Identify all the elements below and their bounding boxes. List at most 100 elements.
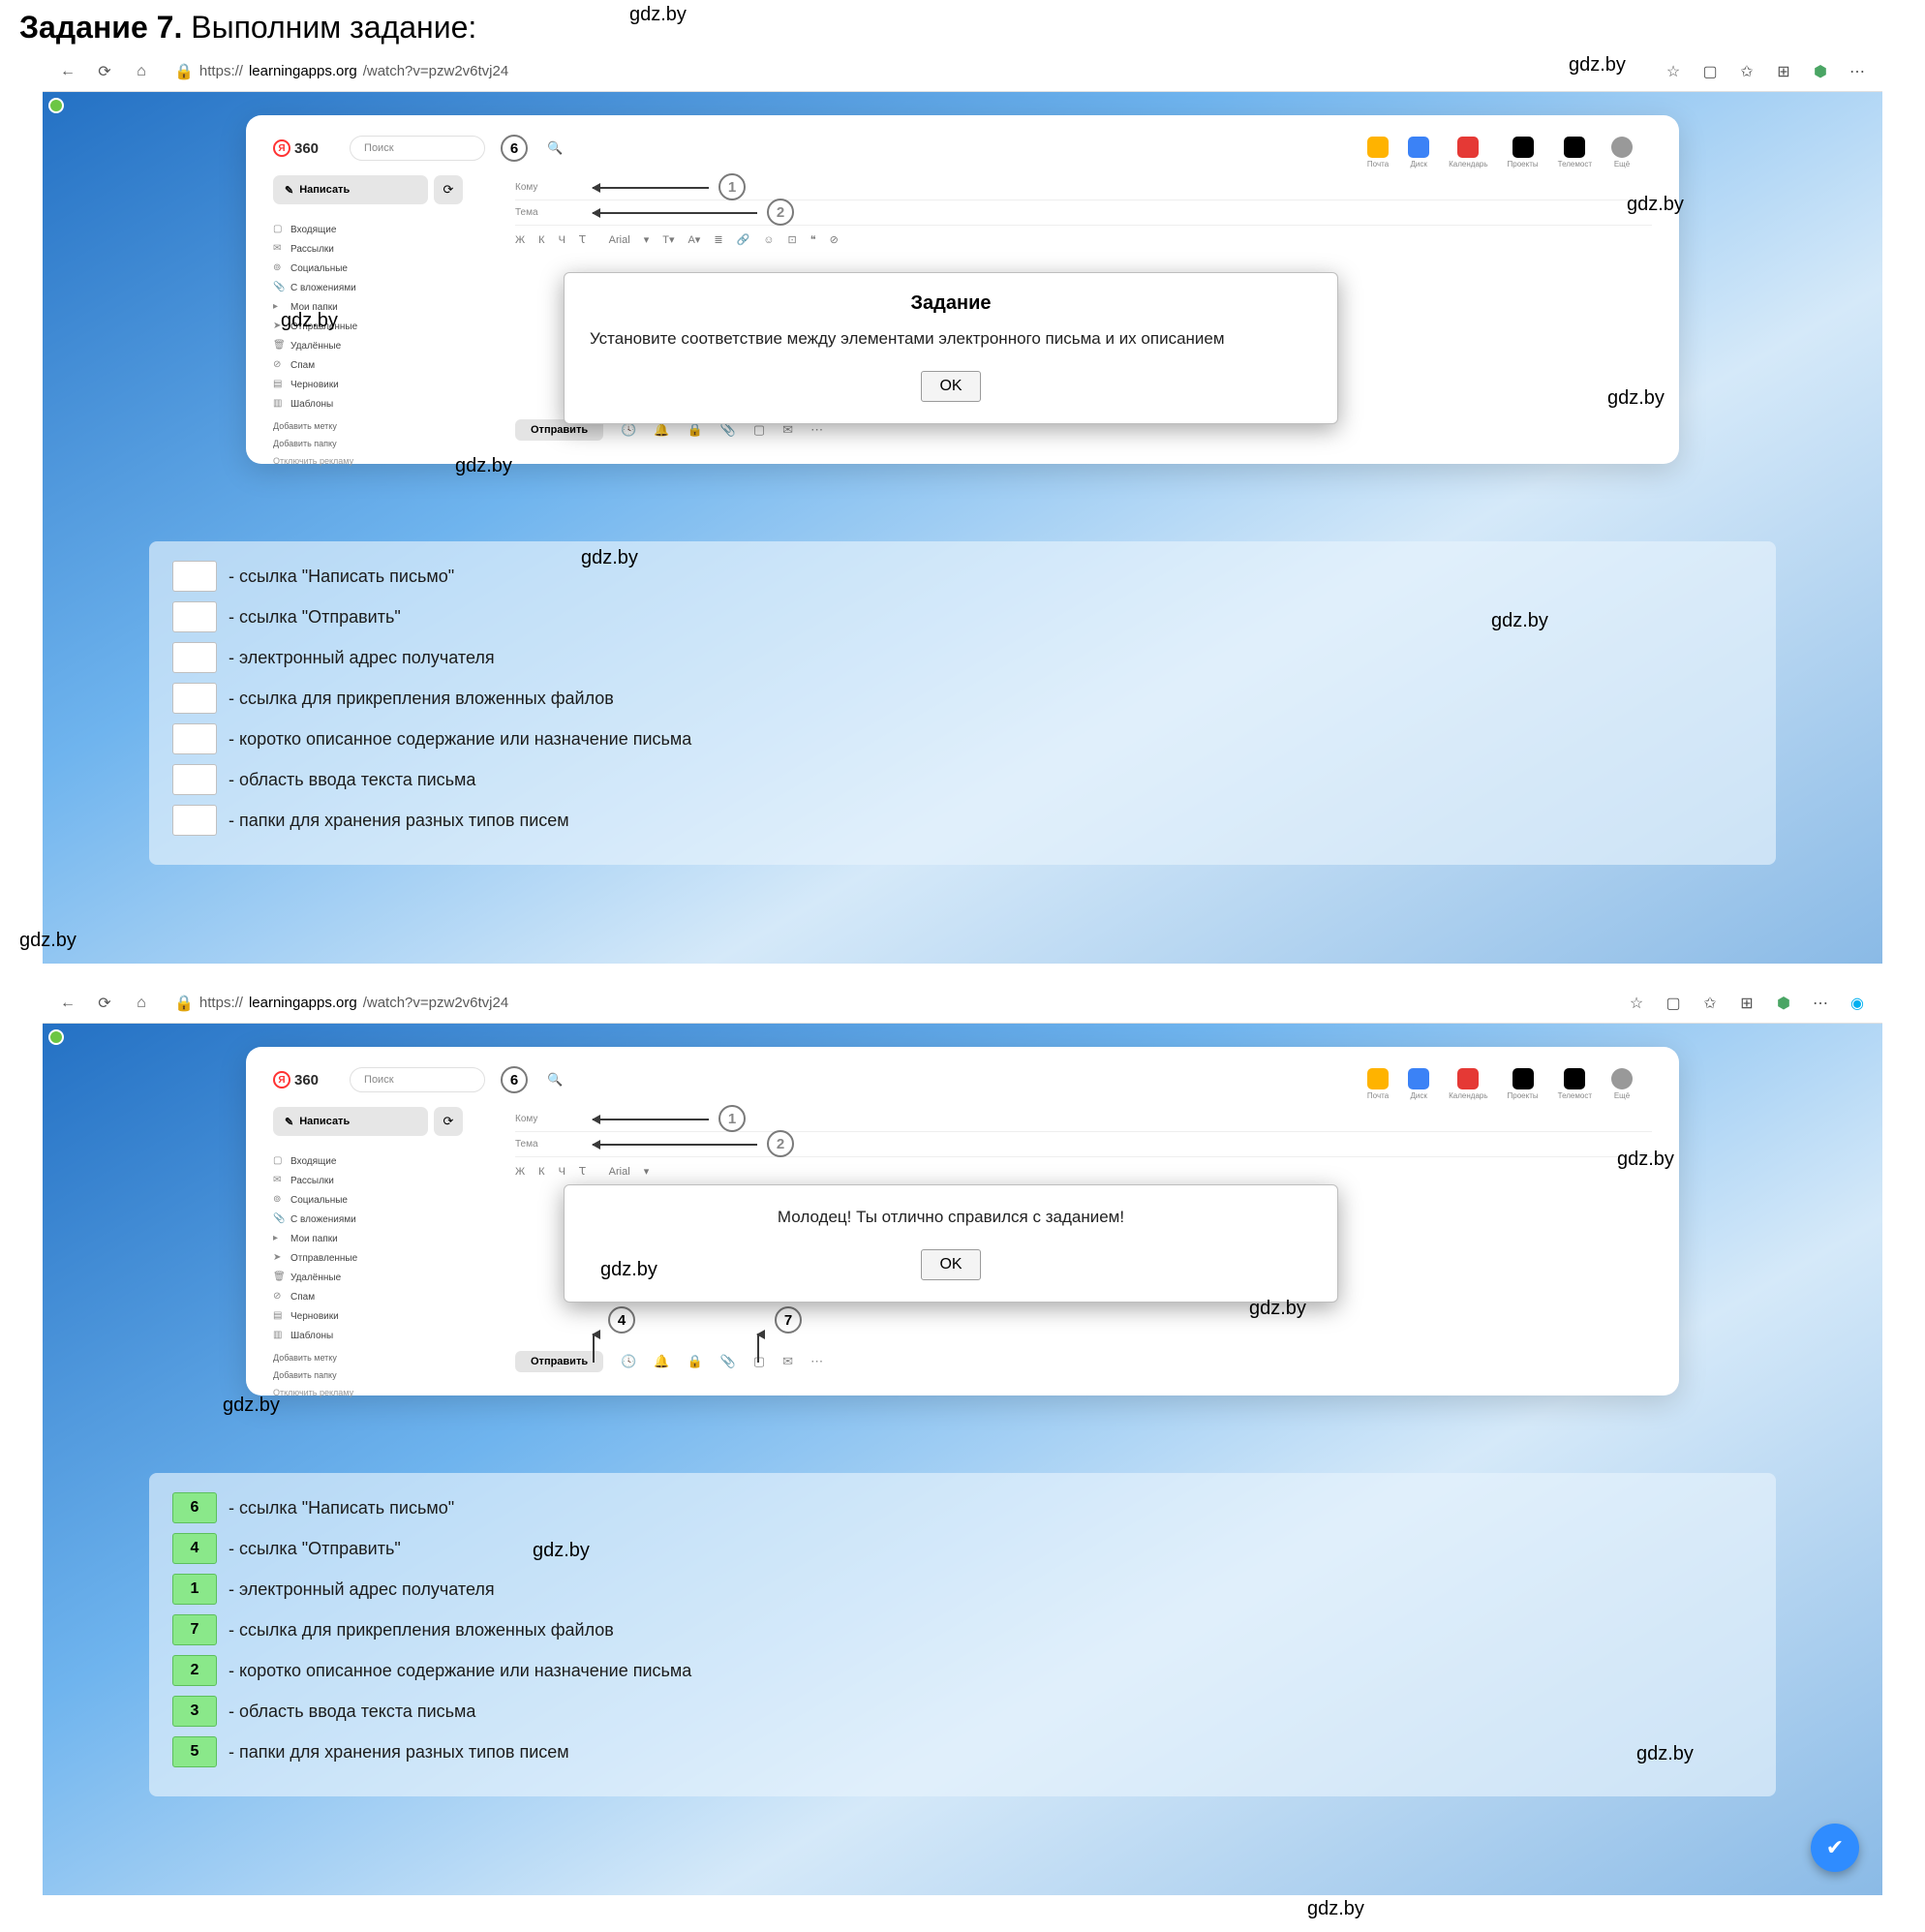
service-item[interactable]: Почта: [1367, 137, 1389, 169]
mail-icon[interactable]: ✉: [782, 422, 793, 438]
strike-icon[interactable]: Ꚍ: [579, 233, 586, 246]
more-icon[interactable]: ⋯: [1844, 58, 1871, 85]
size-icon[interactable]: T▾: [662, 233, 674, 246]
subject-field[interactable]: Тема 2: [515, 1132, 1652, 1157]
more-icon[interactable]: ⋯: [1807, 990, 1834, 1017]
compose-button[interactable]: ✎ Написать: [273, 175, 428, 204]
answer-drop[interactable]: 3: [172, 1696, 217, 1727]
address-bar[interactable]: 🔒 https://learningapps.org/watch?v=pzw2v…: [165, 989, 518, 1018]
folder-item[interactable]: ▤Черновики: [273, 1306, 486, 1326]
sidebar-link[interactable]: Добавить метку: [273, 421, 486, 431]
favorite-icon[interactable]: ☆: [1660, 58, 1687, 85]
collections-icon[interactable]: ⊞: [1770, 58, 1797, 85]
refresh-button[interactable]: ⟳: [434, 175, 463, 204]
folder-item[interactable]: ▢Входящие: [273, 1151, 486, 1171]
italic-icon[interactable]: К: [538, 1166, 544, 1178]
to-field[interactable]: Кому 1: [515, 1107, 1652, 1132]
check-fab[interactable]: ✔: [1811, 1824, 1859, 1872]
image-icon[interactable]: ⊡: [787, 233, 796, 246]
folder-item[interactable]: ✉Рассылки: [273, 1171, 486, 1190]
template-icon[interactable]: ▢: [753, 1354, 765, 1369]
answer-drop[interactable]: 7: [172, 1614, 217, 1645]
search-icon[interactable]: 🔍: [547, 140, 563, 156]
address-bar[interactable]: 🔒 https://learningapps.org/watch?v=pzw2v…: [165, 57, 518, 86]
answer-drop[interactable]: [172, 561, 217, 592]
service-item[interactable]: Проекты: [1508, 137, 1539, 169]
folder-item[interactable]: ⊚Социальные: [273, 1190, 486, 1210]
refresh-icon[interactable]: ⟳: [91, 990, 118, 1017]
clock-icon[interactable]: 🕓: [621, 1354, 636, 1369]
search-icon[interactable]: 🔍: [547, 1072, 563, 1088]
font-label[interactable]: Arial: [609, 1166, 630, 1178]
home-icon[interactable]: ⌂: [128, 990, 155, 1017]
answer-drop[interactable]: [172, 805, 217, 836]
extension-icon[interactable]: ⬢: [1807, 58, 1834, 85]
ok-button[interactable]: OK: [921, 1249, 980, 1280]
folder-item[interactable]: 📎С вложениями: [273, 1210, 486, 1229]
chevron-down-icon[interactable]: ▾: [644, 1165, 650, 1178]
template-icon[interactable]: ▢: [753, 422, 765, 438]
answer-drop[interactable]: 1: [172, 1574, 217, 1605]
emoji-icon[interactable]: ☺: [763, 234, 774, 246]
service-item[interactable]: Диск: [1408, 137, 1429, 169]
subject-field[interactable]: Тема 2: [515, 200, 1652, 226]
favorites-bar-icon[interactable]: ✩: [1733, 58, 1760, 85]
mail-icon[interactable]: ✉: [782, 1354, 793, 1369]
underline-icon[interactable]: Ч: [559, 234, 565, 246]
folder-item[interactable]: ▥Шаблоны: [273, 394, 486, 414]
more-icon[interactable]: ⋯: [810, 422, 823, 438]
refresh-button[interactable]: ⟳: [434, 1107, 463, 1136]
font-label[interactable]: Arial: [609, 234, 630, 246]
strike-icon[interactable]: Ꚍ: [579, 1165, 586, 1178]
sidebar-footer[interactable]: Отключить рекламу: [273, 1388, 486, 1397]
quote-icon[interactable]: ❝: [810, 233, 816, 246]
answer-drop[interactable]: [172, 642, 217, 673]
folder-item[interactable]: ▸Мои папки: [273, 297, 486, 317]
folder-item[interactable]: ▤Черновики: [273, 375, 486, 394]
service-item[interactable]: Календарь: [1449, 1068, 1487, 1100]
favorites-bar-icon[interactable]: ✩: [1696, 990, 1724, 1017]
attach-icon[interactable]: 📎: [720, 422, 736, 438]
ok-button[interactable]: OK: [921, 371, 980, 402]
folder-item[interactable]: 🗑Удалённые: [273, 1268, 486, 1287]
service-item[interactable]: Ещё: [1611, 137, 1633, 169]
service-item[interactable]: Почта: [1367, 1068, 1389, 1100]
service-item[interactable]: Проекты: [1508, 1068, 1539, 1100]
answer-drop[interactable]: [172, 723, 217, 754]
answer-drop[interactable]: [172, 683, 217, 714]
service-item[interactable]: Ещё: [1611, 1068, 1633, 1100]
folder-item[interactable]: ▸Мои папки: [273, 1229, 486, 1248]
reader-icon[interactable]: ▢: [1696, 58, 1724, 85]
bell-icon[interactable]: 🔔: [654, 422, 669, 438]
folder-item[interactable]: ⊚Социальные: [273, 259, 486, 278]
lock-icon[interactable]: 🔒: [687, 422, 702, 438]
attach-icon[interactable]: 📎: [720, 1354, 736, 1369]
italic-icon[interactable]: К: [538, 234, 544, 246]
answer-drop[interactable]: 2: [172, 1655, 217, 1686]
more-icon[interactable]: ⋯: [810, 1354, 823, 1369]
collections-icon[interactable]: ⊞: [1733, 990, 1760, 1017]
clear-icon[interactable]: ⊘: [830, 233, 839, 246]
folder-item[interactable]: 🗑Удалённые: [273, 336, 486, 355]
color-icon[interactable]: A▾: [688, 233, 700, 246]
folder-item[interactable]: ➤Отправленные: [273, 317, 486, 336]
folder-item[interactable]: 📎С вложениями: [273, 278, 486, 297]
refresh-icon[interactable]: ⟳: [91, 58, 118, 85]
back-icon[interactable]: ←: [54, 58, 81, 85]
sidebar-link[interactable]: Добавить метку: [273, 1353, 486, 1363]
folder-item[interactable]: ▥Шаблоны: [273, 1326, 486, 1345]
folder-item[interactable]: ✉Рассылки: [273, 239, 486, 259]
to-field[interactable]: Кому 1: [515, 175, 1652, 200]
answer-drop[interactable]: [172, 764, 217, 795]
answer-drop[interactable]: [172, 601, 217, 632]
compose-button[interactable]: ✎ Написать: [273, 1107, 428, 1136]
profile-icon[interactable]: ◉: [1844, 990, 1871, 1017]
send-button[interactable]: Отправить: [515, 1351, 603, 1372]
back-icon[interactable]: ←: [54, 990, 81, 1017]
bold-icon[interactable]: Ж: [515, 234, 525, 246]
folder-item[interactable]: ⊘Спам: [273, 1287, 486, 1306]
sidebar-link[interactable]: Добавить папку: [273, 439, 486, 448]
sidebar-link[interactable]: Добавить папку: [273, 1370, 486, 1380]
service-item[interactable]: Календарь: [1449, 137, 1487, 169]
list-icon[interactable]: ≣: [714, 233, 722, 246]
